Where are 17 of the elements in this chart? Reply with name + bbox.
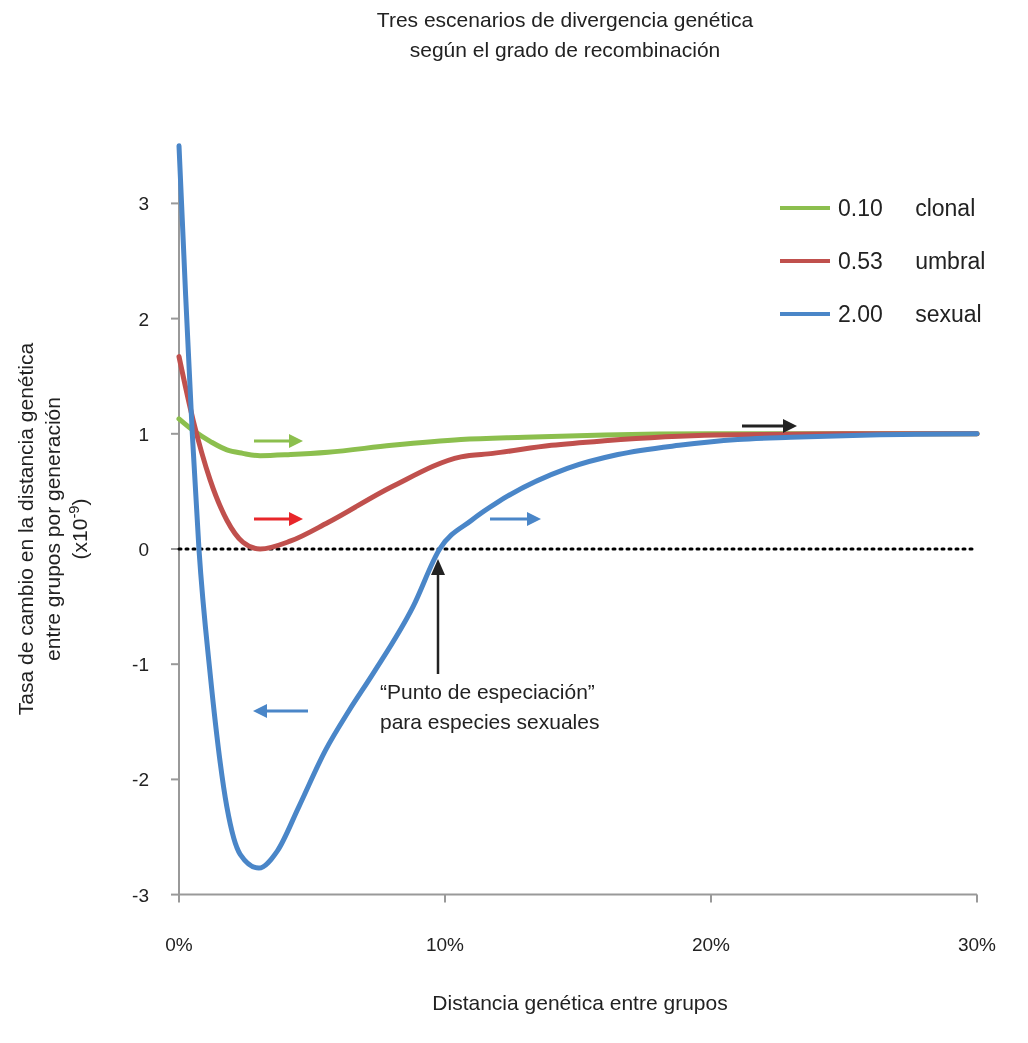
chart-title: Tres escenarios de divergencia genética según el grado de recombinación <box>376 8 754 61</box>
x-tick-label: 30% <box>957 933 997 955</box>
y-tick-label: 3 <box>138 193 149 215</box>
legend-label: 0.10 clonal <box>838 195 976 221</box>
y-tick-label: 2 <box>138 308 149 330</box>
legend-label: 0.53 umbral <box>838 248 986 274</box>
x-tick-label: 10% <box>425 933 465 955</box>
annotation: “Punto de especiación” para especies sexuales <box>380 680 600 733</box>
y-tick-label: 1 <box>138 423 149 445</box>
y-tick-label: 0 <box>138 539 149 560</box>
y-tick-label: -1 <box>132 654 149 676</box>
y-tick-label: -2 <box>132 769 149 791</box>
y-tick-label: -3 <box>132 884 149 906</box>
x-axis-title: Distancia genética entre grupos <box>432 991 728 1014</box>
legend-label: 2.00 sexual <box>838 301 982 327</box>
x-tick-label: 0% <box>165 933 193 955</box>
x-tick-label: 20% <box>691 933 731 955</box>
